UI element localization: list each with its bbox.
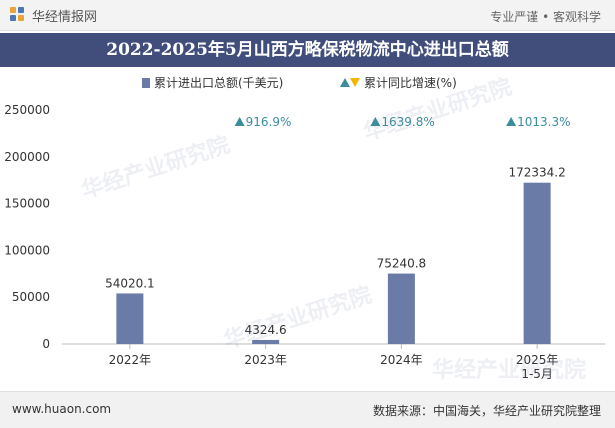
top-header-bar: 华经情报网 专业严谨 • 客观科学: [0, 0, 615, 31]
growth-label: 1639.8%: [381, 115, 434, 129]
triangle-down-icon: [350, 78, 360, 87]
growth-label: 916.9%: [246, 115, 292, 129]
legend-item-growth: 累计同比增速(%): [340, 74, 457, 91]
y-tick-label: 200000: [4, 150, 50, 164]
growth-label: 1013.3%: [517, 115, 570, 129]
chart-title: 2022-2025年5月山西方略保税物流中心进出口总额: [0, 33, 615, 67]
legend-item-total: 累计进出口总额(千美元): [142, 74, 283, 91]
legend-growth-label: 累计同比增速(%): [364, 76, 457, 90]
footer-bar: www.huaon.com 数据来源：中国海关，华经产业研究院整理: [0, 391, 615, 428]
y-tick-label: 250000: [4, 103, 50, 117]
bar-swatch-icon: [142, 77, 150, 88]
footer-url-link[interactable]: www.huaon.com: [12, 402, 112, 416]
legend-total-label: 累计进出口总额(千美元): [154, 76, 284, 90]
bar: [252, 339, 280, 344]
x-tick-label: 2022年: [109, 353, 152, 367]
header-slogan: 专业严谨 • 客观科学: [490, 10, 601, 24]
footer-source: 数据来源：中国海关，华经产业研究院整理: [372, 404, 601, 418]
x-tick-label: 1-5月: [521, 367, 553, 381]
brand-name: 华经情报网: [32, 9, 98, 25]
brand-logo-icon: [10, 7, 26, 23]
triangle-up-icon: [340, 78, 350, 87]
bar: [387, 273, 415, 344]
y-tick-label: 100000: [4, 243, 50, 257]
bar: [523, 182, 551, 344]
y-tick-label: 50000: [12, 290, 50, 304]
bar-value-label: 4324.6: [245, 323, 287, 337]
bar-value-label: 172334.2: [508, 166, 565, 180]
growth-up-icon: [370, 117, 381, 126]
y-tick-label: 150000: [4, 197, 50, 211]
x-tick-label: 2025年: [516, 353, 559, 367]
bar-chart: 0 50000 100000 150000 200000 250000 54020.1 43…: [4, 103, 605, 381]
bar: [116, 293, 144, 344]
x-tick-label: 2023年: [244, 353, 287, 367]
chart-legend: 累计进出口总额(千美元) 累计同比增速(%): [0, 74, 615, 92]
brand-logo[interactable]: 华经情报网: [10, 6, 98, 25]
growth-up-icon: [234, 117, 245, 126]
bar-value-label: 54020.1: [105, 276, 155, 290]
bar-value-label: 75240.8: [377, 257, 427, 271]
x-tick-label: 2024年: [380, 353, 423, 367]
growth-up-icon: [506, 117, 517, 126]
y-tick-label: 0: [42, 337, 50, 351]
